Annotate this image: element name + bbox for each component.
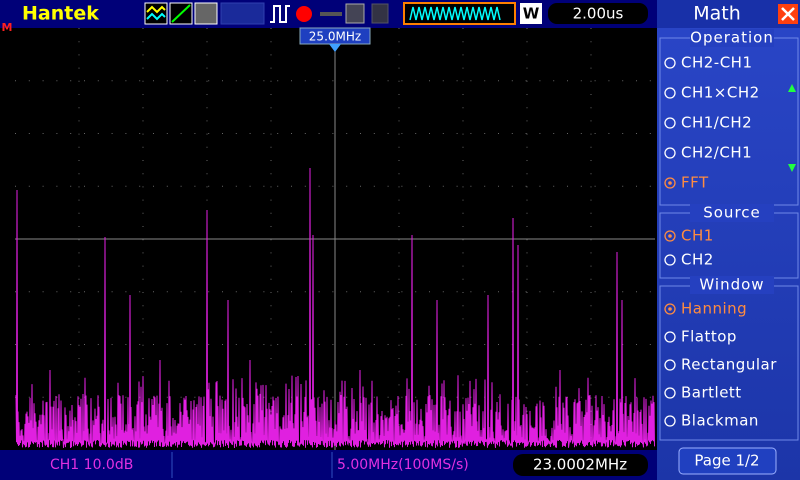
scroll-up[interactable] <box>788 84 796 92</box>
radio[interactable] <box>664 57 676 69</box>
radio[interactable] <box>664 359 676 371</box>
menu-option[interactable]: Bartlett <box>681 384 742 402</box>
menu-option[interactable]: CH2-CH1 <box>681 54 753 72</box>
menu-option[interactable]: Hanning <box>681 300 747 318</box>
menu-groups: Operation CH2-CH1 CH1×CH2 CH1/CH2 CH2/CH1 FFT… <box>659 29 799 441</box>
span: 5.00MHz(100MS/s) <box>337 457 469 473</box>
brand: Hantek <box>22 3 99 25</box>
group-title: Source <box>703 204 761 222</box>
frequency-box <box>513 454 648 476</box>
radio[interactable] <box>664 147 676 159</box>
radio[interactable] <box>664 254 676 266</box>
radio-dot[interactable] <box>668 181 672 185</box>
radio[interactable] <box>664 117 676 129</box>
radio[interactable] <box>664 230 676 242</box>
radio-dot[interactable] <box>668 234 672 238</box>
radio[interactable] <box>664 87 676 99</box>
cursor-label: 25.0MHz <box>309 30 361 44</box>
menu-panel <box>657 0 800 480</box>
radio[interactable] <box>664 415 676 427</box>
menu-option[interactable]: CH1×CH2 <box>681 84 760 102</box>
menu-option[interactable]: Blackman <box>681 412 759 430</box>
menu-option[interactable]: CH1/CH2 <box>681 114 752 132</box>
group-title-bg <box>690 29 774 47</box>
close-button[interactable] <box>778 4 798 24</box>
menu-option[interactable]: Flattop <box>681 328 737 346</box>
menu-option[interactable]: CH1 <box>681 227 714 245</box>
fft-trace <box>15 167 655 449</box>
page-label[interactable]: Page 1/2 <box>694 452 759 470</box>
mode-letter: W <box>523 5 540 23</box>
scroll-down[interactable] <box>788 164 796 172</box>
radio[interactable] <box>664 331 676 343</box>
channel-scale: CH1 10.0dB <box>50 457 133 473</box>
group-title-bg <box>690 276 774 294</box>
menu-option[interactable]: Rectangular <box>681 356 777 374</box>
radio[interactable] <box>664 303 676 315</box>
menu-option[interactable]: CH2/CH1 <box>681 144 752 162</box>
timebase: 2.00us <box>573 5 624 23</box>
graticule <box>15 28 655 450</box>
radio-dot[interactable] <box>668 307 672 311</box>
menu-option[interactable]: CH2 <box>681 251 714 269</box>
toolbar-icons <box>144 2 542 25</box>
timebase-box <box>548 3 648 24</box>
radio[interactable] <box>664 177 676 189</box>
group-title: Operation <box>690 29 774 47</box>
trigger-marker: M <box>2 21 13 34</box>
menu-title: Math <box>693 3 741 25</box>
group-title: Window <box>699 276 764 294</box>
frequency: 23.0002MHz <box>533 456 627 474</box>
menu-option[interactable]: FFT <box>681 174 709 192</box>
radio[interactable] <box>664 387 676 399</box>
page-button[interactable]: Page 1/2 <box>678 447 777 475</box>
group-title-bg <box>690 204 774 222</box>
menu-header <box>657 0 800 28</box>
cursor-marker <box>329 44 341 52</box>
